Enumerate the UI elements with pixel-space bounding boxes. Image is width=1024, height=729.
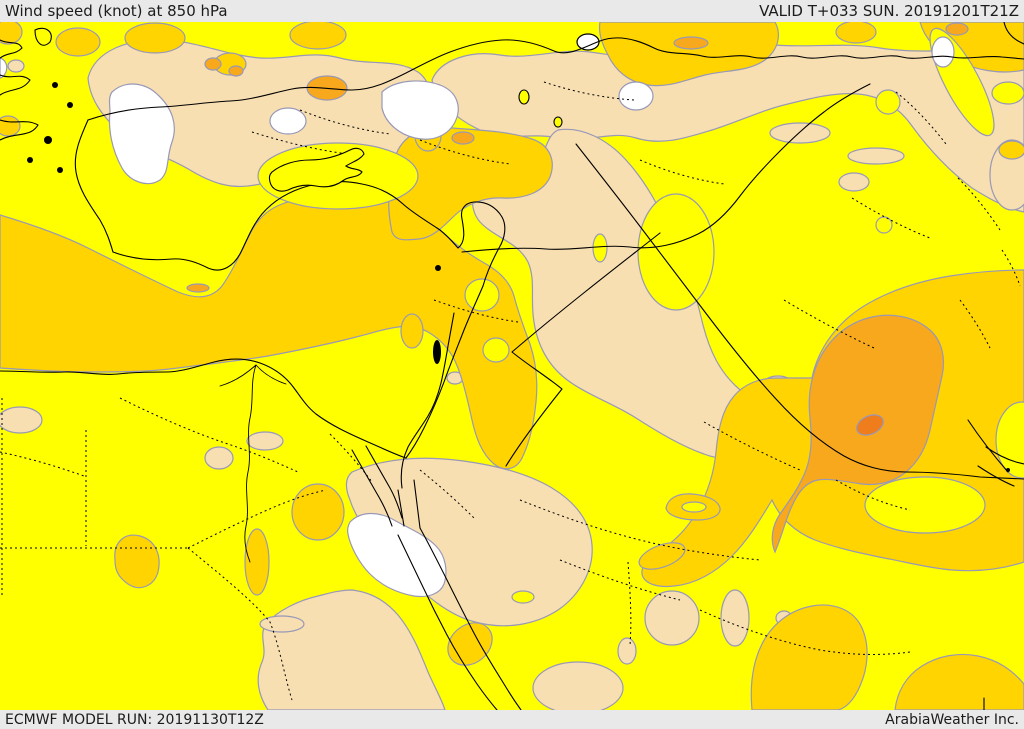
gulf-of-suez-calm-area — [347, 512, 447, 598]
gulf-of-suez-coastline — [351, 445, 403, 527]
turkey-south-coastline — [112, 181, 506, 287]
wind-speed-contour-svg — [0, 22, 1024, 710]
header-bar: Wind speed (knot) at 850 hPa VALID T+033… — [0, 0, 1024, 22]
aegean-islands — [27, 82, 1010, 472]
gulf-of-aqaba-coastline — [397, 479, 421, 529]
model-run-label: ECMWF MODEL RUN: 20191130T12Z — [5, 711, 264, 728]
lake-tuz — [518, 89, 530, 105]
turkey-syria-border — [461, 83, 871, 253]
cyprus-island — [268, 147, 365, 192]
zagros-orange-core — [771, 314, 945, 554]
black-sea-coastline — [87, 37, 1024, 121]
wind-fill-white-regions — [0, 33, 955, 598]
jordan-valley-line — [400, 312, 455, 489]
nile-river — [244, 364, 257, 563]
country-borders — [219, 83, 1024, 710]
zagros-border-line — [967, 419, 1009, 473]
valid-time-label: VALID T+033 SUN. 20191201T21Z — [759, 2, 1019, 20]
lake-van — [576, 33, 600, 51]
brand-label: ArabiaWeather Inc. — [885, 711, 1019, 728]
syria-iraq-jordan-border — [505, 232, 661, 467]
levant-coastline — [405, 285, 484, 459]
red-sea-west-coastline — [397, 534, 498, 710]
islands-and-lakes — [27, 82, 1010, 472]
mediterranean-gold-band — [0, 193, 538, 470]
max-wind-core — [856, 414, 884, 436]
wind-speed-map — [0, 22, 1024, 710]
caspian-corner-coastline — [1003, 22, 1024, 45]
egypt-coastline — [0, 358, 407, 459]
coastlines — [0, 22, 1024, 710]
nile-delta-branches — [219, 364, 287, 387]
map-title: Wind speed (knot) at 850 hPa — [5, 2, 228, 20]
dotted-admin-borders — [0, 81, 1021, 701]
wind-fill-orange-regions — [186, 22, 969, 554]
iraq-iran-border — [575, 143, 1024, 480]
aegean-coastline — [74, 119, 114, 253]
sea-of-galilee — [435, 265, 441, 271]
red-sea-east-coastline — [419, 527, 522, 710]
footer-bar: ECMWF MODEL RUN: 20191130T12Z ArabiaWeat… — [0, 710, 1024, 729]
dead-sea — [433, 340, 441, 364]
greek-coast-squiggles — [0, 27, 52, 141]
